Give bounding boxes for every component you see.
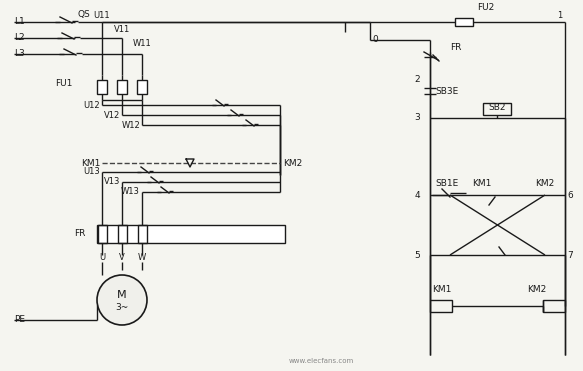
- Bar: [430, 300, 452, 312]
- Bar: [455, 18, 473, 26]
- Text: L3: L3: [14, 49, 24, 59]
- Text: KM2: KM2: [283, 158, 302, 167]
- Text: FU2: FU2: [477, 3, 494, 13]
- Text: W: W: [138, 253, 146, 262]
- Text: U11: U11: [94, 12, 110, 20]
- Text: SB2: SB2: [488, 104, 505, 112]
- Text: 3~: 3~: [115, 302, 129, 312]
- Bar: [483, 103, 511, 115]
- Text: KM2: KM2: [527, 286, 546, 295]
- Text: 0: 0: [372, 36, 378, 45]
- Text: U12: U12: [83, 101, 100, 109]
- Text: QS: QS: [78, 10, 91, 19]
- Text: W13: W13: [121, 187, 140, 197]
- Text: W11: W11: [132, 39, 152, 47]
- Text: www.elecfans.com: www.elecfans.com: [289, 358, 354, 364]
- Text: V11: V11: [114, 24, 130, 33]
- Text: 2: 2: [415, 76, 420, 85]
- Text: 1: 1: [557, 10, 562, 20]
- Text: M: M: [117, 290, 127, 300]
- Text: V: V: [119, 253, 125, 262]
- Text: SB3E: SB3E: [435, 88, 458, 96]
- Text: L1: L1: [14, 17, 24, 26]
- Text: L2: L2: [14, 33, 24, 43]
- Bar: [98, 225, 107, 243]
- Circle shape: [97, 275, 147, 325]
- Text: 4: 4: [415, 190, 420, 200]
- Text: V13: V13: [104, 177, 120, 187]
- Text: 5: 5: [415, 250, 420, 259]
- Bar: [543, 300, 565, 312]
- Text: FU1: FU1: [55, 79, 72, 88]
- Text: SB1E: SB1E: [435, 178, 458, 187]
- Text: FR: FR: [450, 43, 461, 53]
- Bar: [118, 225, 127, 243]
- Text: FR: FR: [74, 229, 85, 237]
- Text: KM2: KM2: [535, 178, 554, 187]
- Text: U13: U13: [83, 167, 100, 177]
- Bar: [117, 80, 127, 94]
- Bar: [138, 225, 147, 243]
- Text: 3: 3: [415, 114, 420, 122]
- Text: 6: 6: [567, 190, 573, 200]
- Bar: [97, 225, 285, 243]
- Bar: [137, 80, 147, 94]
- Text: 7: 7: [567, 250, 573, 259]
- Text: KM1: KM1: [472, 178, 491, 187]
- Text: U: U: [99, 253, 105, 262]
- Text: KM1: KM1: [432, 286, 451, 295]
- Text: PE: PE: [14, 315, 25, 325]
- Bar: [97, 80, 107, 94]
- Text: W12: W12: [121, 121, 140, 129]
- Text: KM1: KM1: [80, 158, 100, 167]
- Text: V12: V12: [104, 111, 120, 119]
